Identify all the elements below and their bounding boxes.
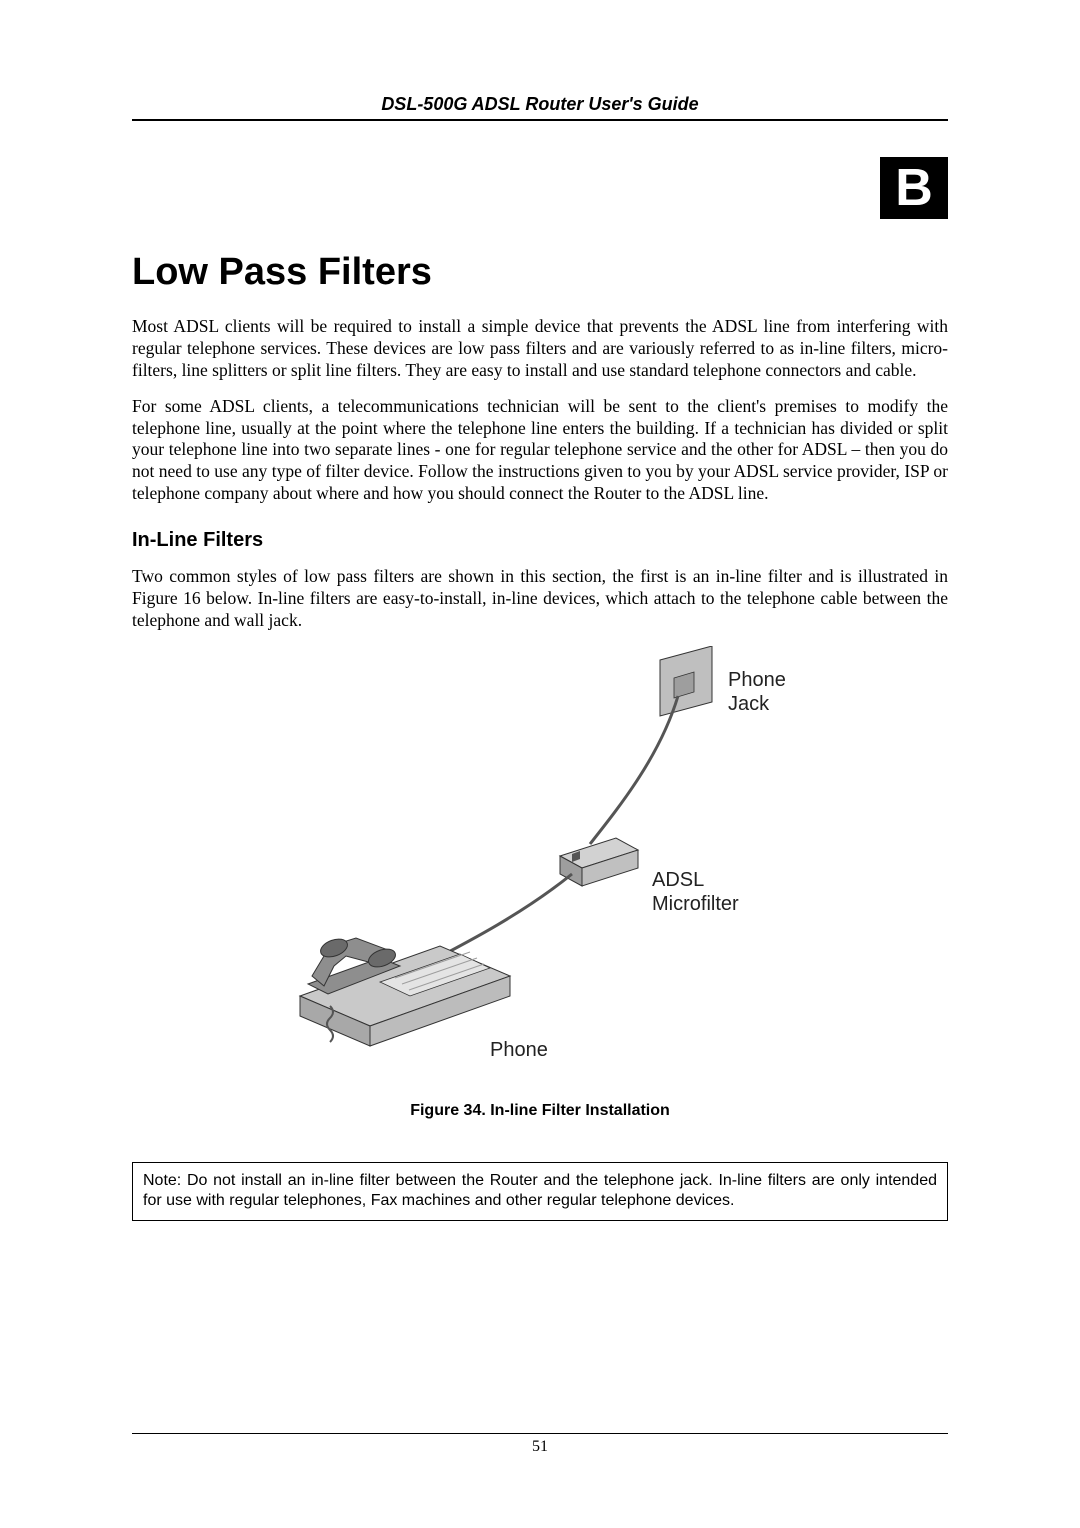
label-phone: Phone [490, 1039, 548, 1061]
footer: 51 [132, 1433, 948, 1456]
label-phone-jack-1: Phone [728, 669, 786, 691]
inline-filters-paragraph: Two common styles of low pass filters ar… [132, 566, 948, 632]
header-rule [132, 119, 948, 121]
section-heading-inline-filters: In-Line Filters [132, 529, 948, 552]
figure-inline-filter: Phone Jack ADSL Microfilter Phone [132, 646, 948, 1076]
cable-jack-to-filter [590, 696, 678, 844]
label-microfilter-1: ADSL [652, 869, 704, 891]
appendix-letter-box: B [880, 157, 948, 219]
note-box: Note: Do not install an in-line filter b… [132, 1162, 948, 1222]
page: DSL-500G ADSL Router User's Guide B Low … [0, 0, 1080, 1528]
figure-svg: Phone Jack ADSL Microfilter Phone [260, 646, 820, 1076]
figure-caption: Figure 34. In-line Filter Installation [132, 1102, 948, 1120]
page-heading: Low Pass Filters [132, 251, 948, 294]
intro-paragraph-2: For some ADSL clients, a telecommunicati… [132, 396, 948, 505]
phone-icon [300, 935, 510, 1045]
label-phone-jack-2: Jack [728, 693, 770, 715]
footer-rule [132, 1433, 948, 1434]
phone-jack-icon [660, 646, 712, 716]
label-microfilter-2: Microfilter [652, 893, 739, 915]
header-title: DSL-500G ADSL Router User's Guide [132, 94, 948, 115]
header: DSL-500G ADSL Router User's Guide [132, 94, 948, 121]
adsl-microfilter-icon [560, 838, 638, 886]
intro-paragraph-1: Most ADSL clients will be required to in… [132, 316, 948, 382]
page-number: 51 [132, 1438, 948, 1456]
